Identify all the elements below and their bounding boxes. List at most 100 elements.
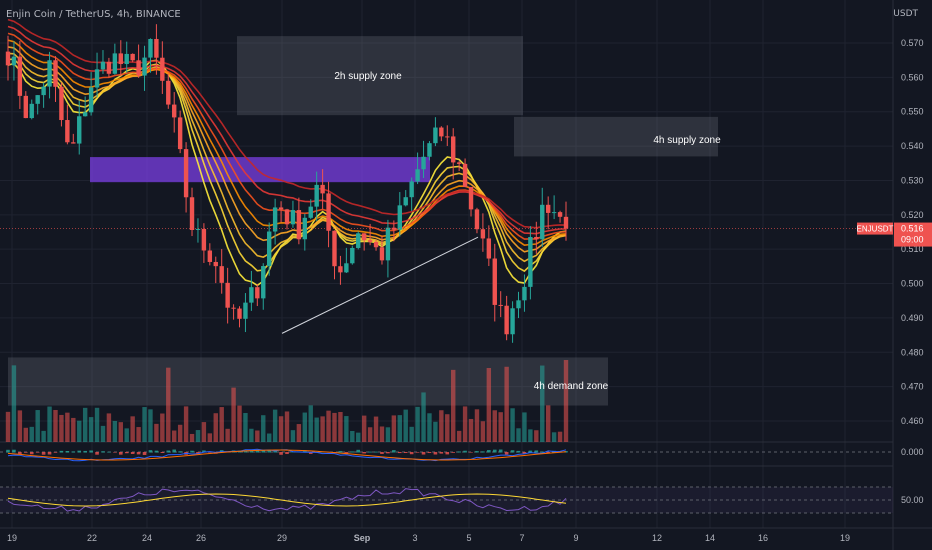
macd-histogram-bar: [338, 450, 343, 453]
x-tick-label: 24: [142, 533, 152, 543]
volume-bar: [320, 416, 325, 442]
volume-bar: [71, 417, 76, 442]
macd-histogram-bar: [124, 452, 129, 454]
candle-body: [385, 227, 391, 261]
candle-body: [474, 209, 480, 230]
x-tick-label: 26: [196, 533, 206, 543]
ema-line: [7, 52, 567, 263]
macd-histogram-bar: [154, 450, 159, 453]
macd-histogram-bar: [261, 450, 266, 453]
candle-body: [563, 216, 569, 229]
candle-body: [284, 209, 290, 225]
candle-body: [29, 103, 34, 119]
x-tick-label: 19: [840, 533, 850, 543]
bar-countdown-label: 09:00: [901, 235, 924, 245]
macd-histogram-bar: [196, 452, 200, 454]
zone-label: 4h supply zone: [653, 135, 721, 146]
candle-body: [510, 308, 515, 335]
volume-bar: [41, 430, 46, 442]
candle-body: [522, 286, 527, 301]
candle-body: [118, 53, 123, 65]
price-axis[interactable]: 0.570 0.560 0.550 0.540 0.530 0.520 0.510 0.500…: [901, 38, 924, 505]
zones-layer: [8, 36, 718, 406]
candle-body: [154, 38, 159, 58]
volume-bar: [94, 407, 100, 442]
macd-histogram-bar: [540, 451, 545, 453]
macd-histogram-bar: [47, 452, 52, 455]
symbol-title[interactable]: Enjin Coin / TetherUS, 4h, BINANCE: [6, 9, 181, 20]
volume-bar: [557, 431, 563, 442]
volume-bar: [142, 407, 147, 442]
ticker-label: ENJUSDT: [857, 225, 894, 234]
y-tick-label: 0.530: [901, 175, 924, 185]
candle-body: [142, 57, 147, 76]
volume-bar: [445, 414, 450, 442]
candle-body: [237, 308, 242, 319]
x-tick-label: 12: [652, 533, 662, 543]
candle-body: [88, 87, 94, 113]
candle-body: [379, 247, 385, 261]
candle-body: [213, 261, 218, 267]
macd-histogram-bar: [522, 452, 527, 454]
volume-bar: [172, 430, 177, 442]
volume-bar: [504, 366, 509, 442]
volume-bar: [356, 432, 361, 442]
macd-histogram-bar: [564, 451, 568, 453]
macd-histogram-bar: [24, 452, 28, 453]
macd-histogram-bar: [475, 451, 479, 453]
candle-body: [350, 247, 355, 264]
macd-histogram-bar: [107, 451, 111, 453]
macd-histogram-bar: [534, 450, 539, 453]
volume-bar: [332, 412, 337, 442]
volume-bar: [47, 406, 52, 442]
macd-histogram-bar: [415, 452, 420, 453]
volume-bar: [545, 405, 551, 442]
macd-histogram-bar: [481, 451, 485, 453]
volume-bar: [237, 405, 242, 442]
macd-histogram-bar: [178, 451, 182, 453]
candle-body: [195, 228, 201, 230]
macd-histogram-bar: [172, 449, 177, 453]
macd-histogram-bar: [249, 450, 254, 453]
ema-line: [7, 46, 567, 253]
volume-bar: [88, 417, 94, 442]
macd-histogram-bar: [397, 452, 402, 454]
volume-bar: [118, 422, 123, 442]
volume-bar: [11, 365, 17, 442]
volume-bar: [421, 392, 426, 442]
candle-body: [308, 206, 313, 218]
volume-bar: [130, 416, 135, 442]
volume-bar: [409, 426, 414, 442]
candle-body: [504, 305, 509, 335]
macd-histogram-bar: [303, 450, 307, 453]
macd-histogram-bar: [89, 450, 93, 453]
macd-histogram-bar: [77, 450, 82, 453]
macd-histogram-bar: [386, 452, 390, 454]
time-axis[interactable]: 19 22 24 26 29 Sep 3 5 7 9 12 14 16 19: [7, 533, 850, 543]
candle-body: [136, 60, 141, 76]
macd-histogram-bar: [160, 452, 165, 453]
macd-histogram-bar: [285, 452, 289, 455]
macd-histogram-bar: [208, 452, 212, 453]
candle-body: [557, 212, 563, 217]
candle-body: [112, 53, 118, 74]
y-tick-label: 0.520: [901, 210, 924, 220]
volume-bar: [510, 408, 515, 442]
ticker-badge: [857, 222, 893, 235]
x-tick-label: 16: [758, 533, 768, 543]
candle-body: [41, 86, 46, 96]
macd-histogram-bar: [41, 452, 46, 455]
macd-histogram-bar: [95, 452, 99, 455]
price-box: [894, 222, 932, 247]
volume-bar: [284, 411, 290, 442]
macd-histogram-bar: [374, 451, 378, 453]
y-tick-label: 0.500: [901, 279, 924, 289]
macd-histogram-bar: [136, 452, 141, 455]
candle-body: [201, 228, 207, 251]
volume-bar: [219, 407, 224, 442]
candle-body: [415, 169, 420, 182]
volume-bar: [427, 413, 432, 442]
macd-histogram-bar: [35, 452, 40, 453]
volume-bar: [540, 365, 545, 442]
